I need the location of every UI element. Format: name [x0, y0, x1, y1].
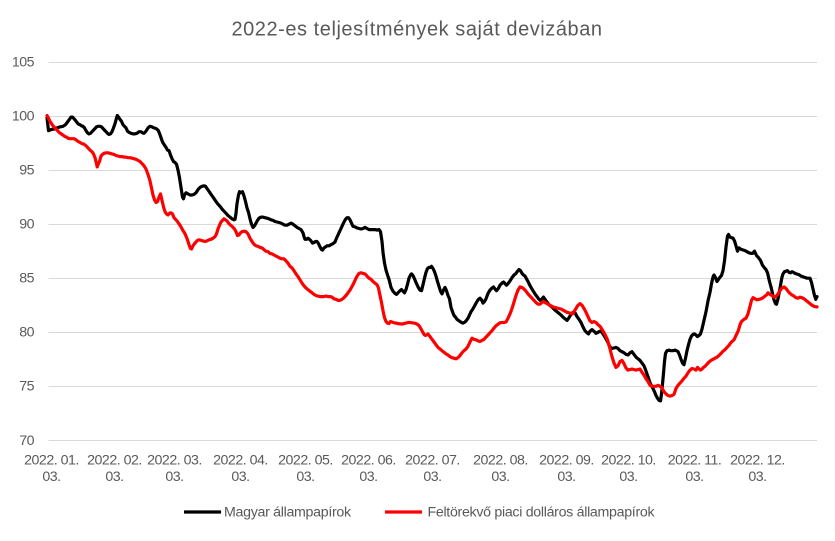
- svg-text:2022. 09.: 2022. 09.: [539, 453, 594, 469]
- svg-text:85: 85: [19, 271, 34, 287]
- svg-text:2022. 12.: 2022. 12.: [730, 453, 785, 469]
- svg-text:03.: 03.: [42, 469, 60, 485]
- svg-text:03.: 03.: [359, 469, 377, 485]
- svg-text:2022. 11.: 2022. 11.: [668, 453, 722, 469]
- svg-text:03.: 03.: [231, 469, 249, 485]
- svg-text:2022. 08.: 2022. 08.: [473, 453, 528, 469]
- svg-text:Magyar állampapírok: Magyar állampapírok: [224, 505, 352, 521]
- svg-text:80: 80: [19, 325, 34, 341]
- svg-text:03.: 03.: [685, 469, 703, 485]
- svg-text:03.: 03.: [619, 469, 637, 485]
- svg-text:105: 105: [12, 54, 35, 70]
- svg-text:70: 70: [19, 433, 34, 449]
- svg-text:03.: 03.: [557, 469, 575, 485]
- svg-text:2022. 07.: 2022. 07.: [405, 453, 460, 469]
- svg-text:95: 95: [19, 163, 34, 179]
- svg-text:03.: 03.: [491, 469, 509, 485]
- svg-text:2022. 10.: 2022. 10.: [601, 453, 656, 469]
- svg-text:03.: 03.: [165, 469, 183, 485]
- svg-text:2022. 02.: 2022. 02.: [87, 453, 142, 469]
- svg-text:75: 75: [19, 379, 34, 395]
- svg-text:2022. 03.: 2022. 03.: [147, 453, 202, 469]
- svg-text:03.: 03.: [296, 469, 314, 485]
- svg-text:2022. 04.: 2022. 04.: [213, 453, 268, 469]
- svg-text:2022. 06.: 2022. 06.: [341, 453, 396, 469]
- svg-text:03.: 03.: [423, 469, 441, 485]
- svg-text:Feltörekvő piaci dolláros álla: Feltörekvő piaci dolláros állampapírok: [428, 505, 656, 521]
- svg-text:2022. 01.: 2022. 01.: [24, 453, 79, 469]
- svg-text:100: 100: [12, 108, 35, 124]
- svg-text:03.: 03.: [748, 469, 766, 485]
- svg-text:2022-es teljesítmények saját d: 2022-es teljesítmények saját devizában: [231, 19, 602, 41]
- svg-text:90: 90: [19, 217, 34, 233]
- svg-text:2022. 05.: 2022. 05.: [278, 453, 333, 469]
- svg-text:03.: 03.: [105, 469, 123, 485]
